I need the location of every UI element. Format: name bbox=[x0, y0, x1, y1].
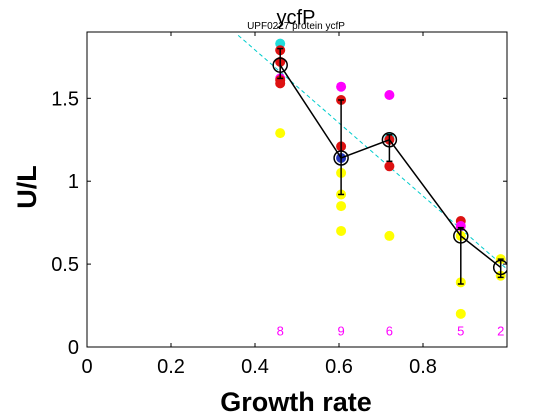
data-point bbox=[336, 81, 347, 92]
data-point bbox=[384, 90, 395, 100]
data-layer: 8 9 6 5 2 bbox=[237, 34, 507, 338]
chart-subtitle: UPF0227 protein ycfP bbox=[247, 21, 345, 32]
y-tick-label: 1 bbox=[68, 171, 79, 193]
mean-marker bbox=[492, 259, 507, 276]
x-tick-label: 0.8 bbox=[409, 356, 437, 378]
plot-frame bbox=[86, 31, 508, 348]
count-label: 2 bbox=[497, 323, 504, 338]
x-tick-label: 0.2 bbox=[157, 356, 185, 378]
plot-area: 0 0.2 0.4 0.6 0.8 0 0.5 1 1.5 8 9 6 5 2 bbox=[51, 31, 508, 378]
data-point bbox=[455, 308, 466, 319]
data-point bbox=[455, 220, 466, 231]
x-axis-label: Growth rate bbox=[220, 387, 372, 417]
y-tick-label: 1.5 bbox=[51, 88, 79, 110]
y-tick-label: 0 bbox=[68, 337, 79, 359]
chart-title: ycfP bbox=[277, 7, 316, 29]
data-point bbox=[275, 78, 286, 89]
x-tick-label: 0.6 bbox=[325, 356, 353, 378]
count-label: 9 bbox=[337, 323, 344, 338]
data-point bbox=[336, 201, 347, 212]
y-tick-label: 0.5 bbox=[51, 254, 79, 276]
count-label: 5 bbox=[457, 323, 464, 338]
mean-marker bbox=[381, 132, 398, 148]
data-point bbox=[384, 230, 395, 241]
x-tick-label: 0 bbox=[81, 356, 92, 378]
count-label: 8 bbox=[277, 323, 284, 338]
mean-marker bbox=[453, 228, 469, 244]
mean-marker bbox=[272, 57, 288, 73]
y-axis-label: U/L bbox=[12, 165, 42, 209]
data-point bbox=[336, 225, 347, 236]
data-point bbox=[384, 161, 395, 172]
count-label: 6 bbox=[386, 323, 393, 338]
x-tick-label: 0.4 bbox=[241, 356, 269, 378]
mean-marker bbox=[333, 150, 349, 166]
fit-line bbox=[237, 34, 507, 270]
data-point bbox=[275, 128, 286, 139]
